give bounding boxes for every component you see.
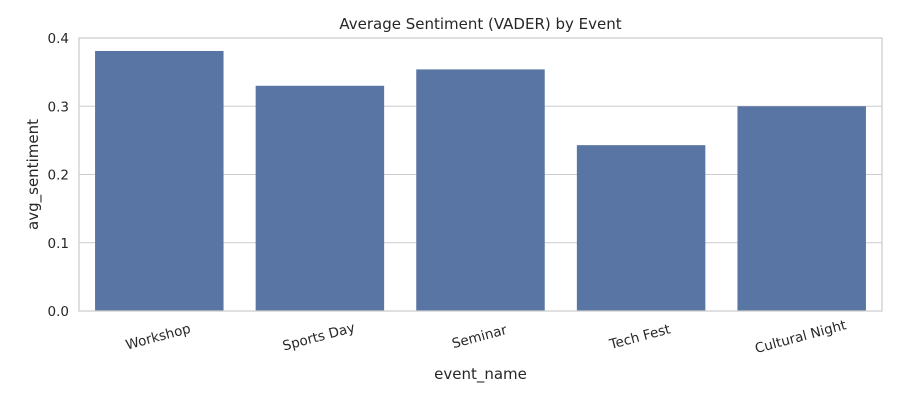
y-tick-label: 0.3 <box>48 99 69 115</box>
x-tick-label: Cultural Night <box>753 317 848 357</box>
y-tick-label: 0.0 <box>48 304 69 320</box>
bar-cultural-night <box>737 106 866 311</box>
x-tick-label: Sports Day <box>281 320 357 355</box>
bar-seminar <box>416 69 545 312</box>
x-tick-label: Seminar <box>450 322 509 352</box>
bar-tech-fest <box>576 145 706 311</box>
bar-workshop <box>95 50 224 311</box>
x-axis-label: event_name <box>434 365 527 384</box>
chart-title: Average Sentiment (VADER) by Event <box>339 15 621 33</box>
y-axis-label: avg_sentiment <box>24 119 43 230</box>
bar-sports-day <box>255 85 385 312</box>
x-tick-labels: Workshop Sports Day Seminar Tech Fest Cultur… <box>124 317 848 357</box>
y-tick-label: 0.1 <box>48 236 69 252</box>
plot-frame <box>78 37 883 312</box>
x-tick-label: Workshop <box>124 321 192 354</box>
y-tick-label: 0.2 <box>48 168 69 184</box>
bars-layer <box>95 50 866 312</box>
y-tick-label: 0.4 <box>48 31 69 47</box>
y-tick-labels: 0.0 0.1 0.2 0.3 0.4 <box>48 31 69 320</box>
x-tick-label: Tech Fest <box>607 321 672 353</box>
